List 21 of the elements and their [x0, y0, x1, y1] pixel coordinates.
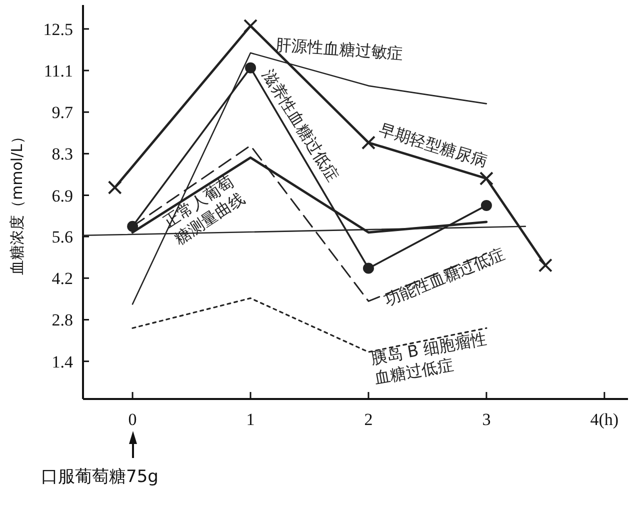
y-tick-label: 5.6: [52, 228, 73, 247]
x-tick-label: 2: [364, 410, 373, 429]
x-tick-label: 3: [482, 410, 491, 429]
x-tick-label: 4(h): [590, 410, 619, 429]
text: 功能性血糖过低症: [381, 244, 508, 310]
text: 口服葡萄糖75g: [41, 467, 158, 487]
y-axis-title: 血糖浓度（mmol/L）: [8, 129, 26, 275]
y-tick-label: 4.2: [52, 269, 73, 288]
y-tick-label: 12.5: [43, 20, 73, 39]
series-label: 肝源性血糖过敏症: [274, 35, 404, 63]
text: 早期轻型糖尿病: [376, 120, 490, 171]
y-tick-label: 8.3: [52, 144, 73, 164]
y-tick-label: 2.8: [52, 310, 73, 330]
text: 滋养性血糖过低症: [258, 66, 343, 185]
x-tick-label: 0: [128, 410, 137, 429]
y-tick-label: 9.7: [52, 103, 74, 122]
y-tick-label: 6.9: [52, 186, 73, 206]
y-tick-label: 1.4: [52, 352, 74, 372]
text: 胰岛 B 细胞瘤性血糖过低症: [369, 328, 488, 388]
x-tick-label: 1: [246, 410, 255, 429]
y-tick-label: 11.1: [44, 62, 73, 81]
